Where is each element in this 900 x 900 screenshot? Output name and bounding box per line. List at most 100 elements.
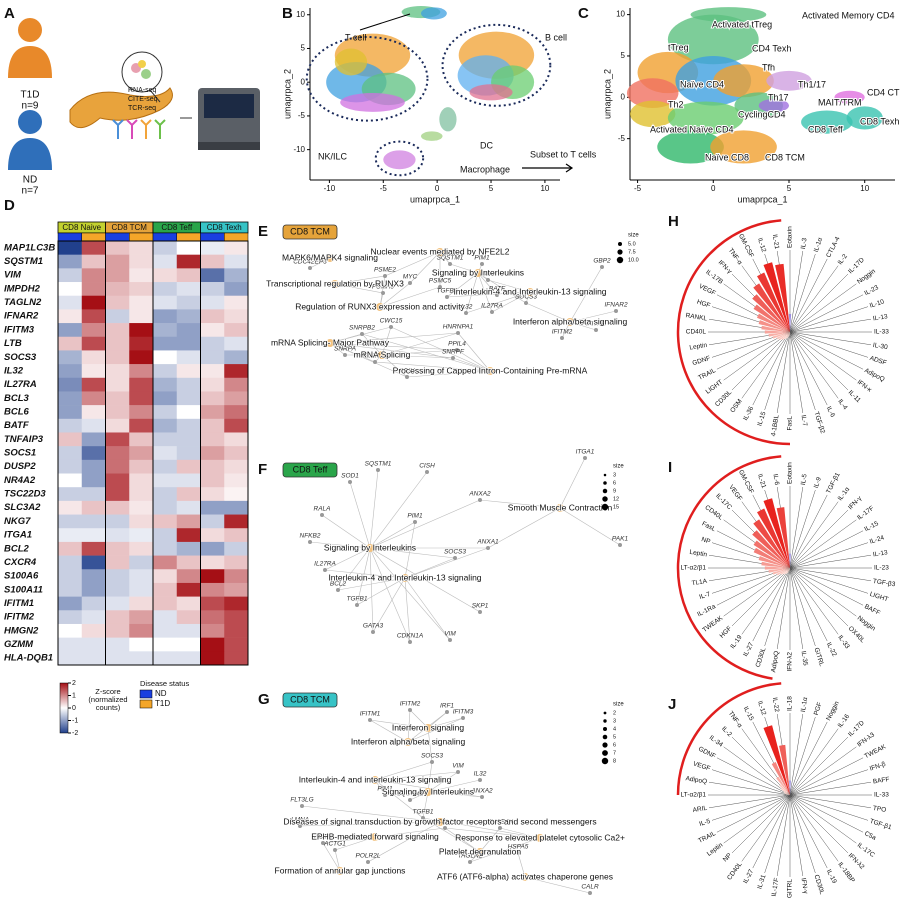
spoke bbox=[789, 519, 857, 569]
cytokine-label: IL-17F bbox=[771, 877, 781, 897]
gene-node bbox=[430, 760, 434, 764]
spoke bbox=[789, 794, 804, 877]
heat-cell bbox=[176, 241, 201, 255]
spoke bbox=[716, 794, 791, 833]
heat-cell bbox=[153, 254, 178, 269]
heat-cell bbox=[58, 391, 83, 406]
spoke bbox=[789, 794, 857, 844]
heat-cell bbox=[129, 459, 154, 474]
gene-label: PSME2 bbox=[374, 267, 396, 274]
cytokine-bar bbox=[788, 568, 790, 572]
heat-cell bbox=[129, 364, 154, 379]
pathway-label: Interferon alpha/beta signaling bbox=[513, 316, 628, 326]
pathway-label: Interferon signaling bbox=[392, 722, 465, 732]
cell-cluster bbox=[667, 14, 759, 65]
gene-label: PPIH bbox=[399, 368, 414, 375]
status-cell bbox=[152, 232, 177, 242]
gene-node bbox=[373, 360, 377, 364]
cytokine-label: IL-22 bbox=[771, 697, 780, 713]
cytokine-bar bbox=[787, 568, 790, 574]
gene-label: SOCS3 bbox=[444, 549, 466, 556]
gene-node bbox=[308, 540, 312, 544]
gene-node bbox=[594, 328, 598, 332]
spoke bbox=[789, 501, 839, 569]
size-legend-dot bbox=[602, 742, 608, 748]
size-legend-dot bbox=[617, 249, 623, 255]
heat-cell bbox=[153, 309, 178, 324]
spoke bbox=[741, 331, 791, 399]
pathway-node bbox=[404, 738, 412, 746]
heat-cell bbox=[200, 364, 225, 379]
heat-cell bbox=[153, 623, 178, 638]
cluster-label: B cell bbox=[545, 32, 567, 42]
heat-cell bbox=[58, 336, 83, 351]
heat-cell bbox=[129, 514, 154, 529]
size-legend-dot bbox=[616, 256, 624, 264]
heat-cell bbox=[81, 637, 106, 652]
size-legend-label: 9 bbox=[613, 488, 616, 494]
panel-title-box bbox=[282, 224, 338, 240]
gene-label: TSC22D3 bbox=[4, 489, 46, 500]
heat-cell bbox=[200, 405, 225, 420]
heat-cell bbox=[200, 241, 225, 255]
edge bbox=[309, 541, 371, 549]
cytokine-bar bbox=[756, 313, 790, 332]
spoke bbox=[789, 567, 869, 594]
gene-label: IFITM2 bbox=[400, 701, 421, 708]
arrow bbox=[522, 163, 574, 173]
heat-cell bbox=[176, 623, 201, 638]
heat-cell bbox=[224, 610, 249, 625]
size-legend-dot bbox=[602, 750, 608, 756]
heat-cell bbox=[81, 377, 106, 392]
gene-node bbox=[456, 331, 460, 335]
cell-cluster bbox=[710, 130, 777, 164]
heat-cell bbox=[224, 473, 249, 488]
edge bbox=[487, 507, 561, 549]
y-tick-label: 0 bbox=[301, 77, 306, 86]
edge bbox=[381, 349, 458, 356]
edge bbox=[369, 521, 416, 549]
spoke bbox=[789, 769, 869, 796]
gene-label: NR4A2 bbox=[4, 475, 36, 486]
gene-label: VIM bbox=[4, 270, 22, 281]
heat-cell bbox=[81, 541, 106, 556]
heat-cell bbox=[200, 323, 225, 338]
cytokine-label: PGF bbox=[813, 701, 824, 716]
status-cell bbox=[105, 232, 130, 242]
gene-node bbox=[453, 556, 457, 560]
spoke bbox=[789, 331, 872, 346]
size-legend-dot bbox=[603, 727, 607, 731]
heat-cell bbox=[176, 309, 201, 324]
gene-label: LTB bbox=[4, 338, 22, 349]
gene-node bbox=[368, 718, 372, 722]
spoke bbox=[789, 567, 828, 642]
gene-node bbox=[583, 456, 587, 460]
spoke bbox=[711, 769, 791, 796]
edge bbox=[374, 761, 433, 781]
gene-node bbox=[376, 468, 380, 472]
cytokine-label: IL-33 bbox=[874, 792, 889, 799]
cluster-label: NK/ILC bbox=[318, 151, 348, 161]
spoke bbox=[764, 331, 791, 411]
spoke bbox=[716, 757, 791, 796]
spoke bbox=[789, 716, 816, 796]
heat-cell bbox=[224, 541, 249, 556]
spoke bbox=[789, 721, 828, 796]
cluster-label: Tfh bbox=[762, 62, 775, 72]
x-tick-label: -10 bbox=[324, 184, 336, 193]
cytokine-label: AdipoQ bbox=[770, 650, 780, 673]
y-tick-label: -5 bbox=[618, 134, 626, 143]
pathway-label: Interleukin-4 and Interleukin-13 signali… bbox=[328, 572, 481, 582]
color-tick-label: 0 bbox=[72, 705, 76, 712]
cluster-label: tTreg bbox=[668, 42, 689, 52]
gene-label: SOCS1 bbox=[4, 448, 36, 459]
cytokine-bar bbox=[786, 794, 790, 795]
heat-cell bbox=[176, 473, 201, 488]
edge bbox=[369, 469, 379, 549]
pathway-node bbox=[486, 367, 494, 375]
status-label: T1D bbox=[155, 699, 170, 708]
gene-label: IL27RA bbox=[314, 561, 336, 568]
heat-cell bbox=[105, 282, 130, 297]
heat-cell bbox=[153, 487, 178, 502]
spoke bbox=[789, 736, 849, 796]
